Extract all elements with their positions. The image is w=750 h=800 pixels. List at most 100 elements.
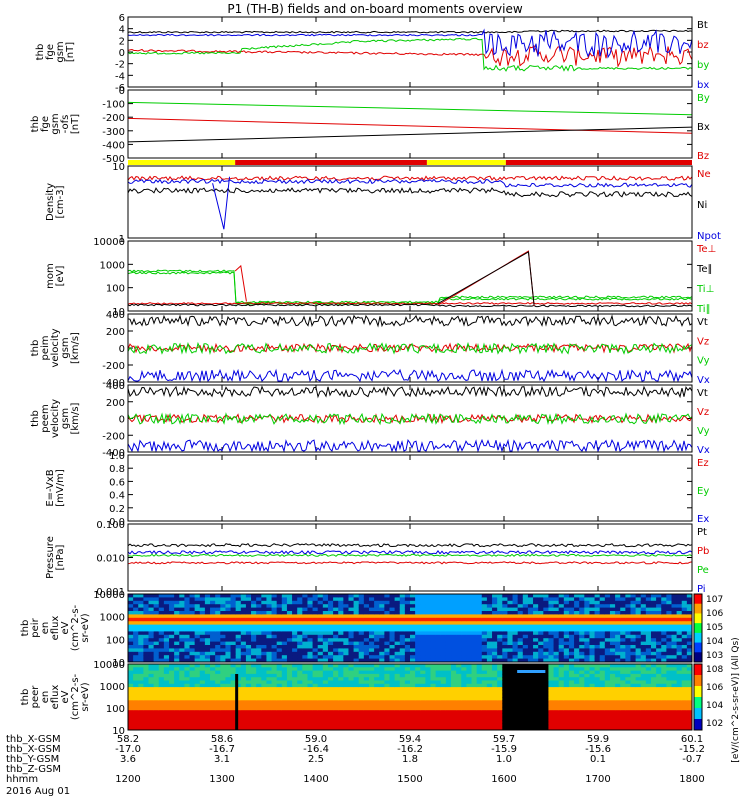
spectrogram-cell (502, 664, 508, 668)
spectrogram-cell (574, 677, 580, 681)
vt-trace-4 (127, 314, 693, 328)
spectrogram-cell (374, 655, 380, 660)
spectrogram-cell (492, 621, 498, 626)
spectrogram-cell (625, 723, 631, 728)
spectrogram-cell (184, 604, 191, 609)
spectrogram-cell (179, 628, 185, 632)
spectrogram-cell (563, 638, 570, 643)
spectrogram-cell (533, 645, 539, 649)
spectrogram-cell (497, 713, 503, 718)
spectrogram-cell (466, 700, 473, 705)
spectrogram-cell (245, 726, 252, 731)
spectrogram-cell (271, 648, 278, 653)
spectrogram-cell (615, 680, 621, 685)
spectrogram-cell (650, 604, 657, 609)
spectrogram-cell (568, 658, 575, 663)
spectrogram-cell (522, 713, 529, 718)
y-axis-label: eflux (50, 616, 61, 641)
spectrogram-cell (645, 621, 652, 626)
spectrogram-cell (579, 700, 585, 705)
spectrogram-cell (225, 697, 232, 701)
spectrogram-cell (661, 723, 667, 728)
spectrogram-cell (558, 621, 565, 626)
spectrogram-cell (358, 648, 365, 653)
spectrogram-cell (404, 594, 411, 598)
spectrogram-cell (594, 664, 601, 668)
spectrogram-cell (276, 645, 283, 649)
spectrogram-cell (184, 700, 191, 705)
spectrogram-cell (338, 697, 344, 701)
spectrogram-cell (302, 710, 308, 714)
spectrogram-cell (656, 700, 662, 705)
spectrogram-cell (297, 641, 303, 646)
spectrogram-cell (435, 687, 442, 691)
spectrogram-cell (312, 670, 319, 675)
spectrogram-cell (368, 716, 375, 721)
spectrogram-cell (563, 703, 570, 708)
spectrogram-cell (456, 710, 462, 714)
spectrogram-cell (133, 713, 139, 718)
spectrogram-cell (199, 614, 206, 619)
spectrogram-cell (327, 611, 334, 615)
spectrogram-cell (604, 651, 611, 656)
spectrogram-cell (210, 631, 216, 636)
spectrogram-cell (245, 670, 252, 675)
spectrogram-cell (543, 690, 549, 695)
spectrogram-cell (579, 645, 585, 649)
spectrogram-cell (327, 677, 334, 681)
spectrogram-cell (292, 677, 298, 681)
spectrogram-cell (286, 706, 293, 711)
spectrogram-cell (584, 628, 590, 632)
spectrogram-cell (240, 667, 247, 672)
spectrogram-cell (553, 690, 560, 695)
spectrogram-cell (645, 651, 652, 656)
spectrogram-cell (599, 604, 606, 609)
spectrogram-cell (461, 604, 467, 609)
spectrogram-cell (210, 634, 216, 639)
spectrogram-cell (348, 624, 355, 629)
spectrogram-cell (210, 604, 216, 609)
spectrogram-cell (256, 624, 262, 629)
spectrogram-cell (312, 680, 319, 685)
spectrogram-cell (240, 726, 247, 731)
spectrogram-cell (215, 670, 221, 675)
spectrogram-cell (492, 716, 498, 721)
spectrogram-cell (507, 645, 514, 649)
spectrogram-cell (486, 683, 493, 688)
spectrogram-cell (486, 638, 493, 643)
spectrogram-cell (322, 720, 329, 724)
spectrogram-cell (440, 597, 447, 602)
colorbar-step (694, 664, 702, 676)
spectrogram-cell (425, 658, 432, 663)
spectrogram-cell (348, 600, 355, 605)
spectrogram-cell (676, 631, 683, 636)
spectrogram-cell (143, 655, 150, 660)
spectrogram-cell (430, 600, 437, 605)
spectrogram-cell (394, 667, 401, 672)
spectrogram-cell (256, 670, 262, 675)
spectrogram-cell (538, 690, 544, 695)
spectrogram-cell (538, 703, 544, 708)
spectrogram-cell (522, 621, 529, 626)
spectrogram-cell (440, 713, 447, 718)
spectrogram-cell (527, 673, 534, 678)
spectrogram-cell (445, 658, 452, 663)
spectrogram-cell (374, 703, 380, 708)
spectrogram-cell (169, 720, 175, 724)
spectrogram-cell (374, 597, 380, 602)
spectrogram-cell (656, 624, 662, 629)
spectrogram-cell (358, 600, 365, 605)
spectrogram-cell (368, 655, 375, 660)
spectrogram-cell (486, 621, 493, 626)
spectrogram-cell (307, 607, 314, 612)
spectrogram-cell (338, 710, 344, 714)
spectrogram-cell (584, 658, 590, 663)
spectrogram-cell (174, 645, 180, 649)
spectrogram-cell (251, 700, 257, 705)
spectrogram-cell (533, 680, 539, 685)
y-axis-label: eV (60, 621, 71, 634)
spectrogram-cell (240, 703, 247, 708)
spectrogram-cell (225, 706, 232, 711)
spectrogram-cell (445, 655, 452, 660)
spectrogram-cell (251, 651, 257, 656)
